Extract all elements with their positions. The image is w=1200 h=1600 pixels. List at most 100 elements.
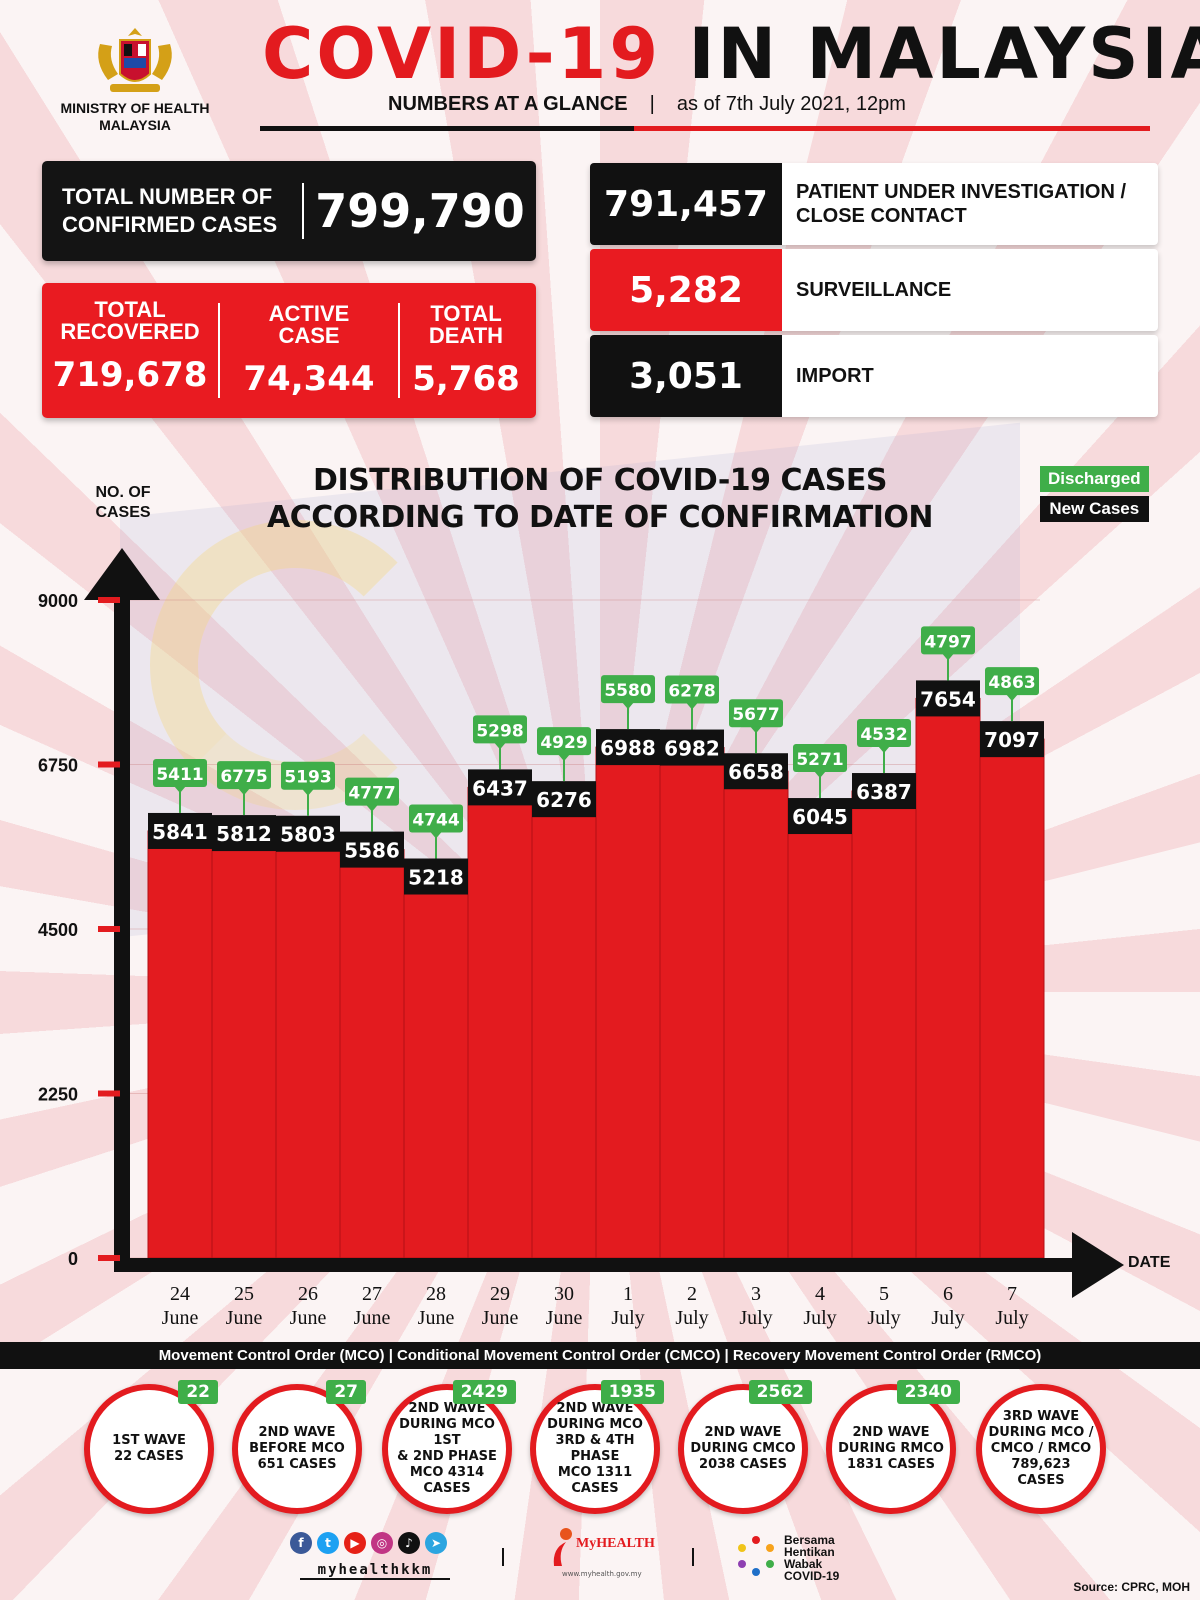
new-cases-label-box bbox=[212, 815, 276, 852]
wave-text: 2ND WAVE DURING MCO 1ST & 2ND PHASE MCO … bbox=[397, 1401, 497, 1496]
wave-circles: 1ST WAVE 22 CASES 22 2ND WAVE BEFORE MCO 6… bbox=[0, 1378, 1200, 1514]
subtitle-date: as of 7th July 2021, 12pm bbox=[676, 93, 906, 115]
discharged-label: 4777 bbox=[348, 784, 395, 804]
discharged-label-box bbox=[921, 626, 975, 655]
tiktok-icon[interactable]: ♪ bbox=[398, 1532, 420, 1554]
malaysia-coat-of-arms-icon bbox=[98, 28, 172, 92]
category-value: 5,282 bbox=[590, 249, 782, 331]
discharged-label-box bbox=[601, 675, 655, 704]
bar bbox=[595, 746, 661, 1259]
recovered-label: TOTAL RECOVERED bbox=[60, 297, 200, 344]
new-cases-label-box bbox=[852, 773, 916, 810]
discharged-label-pointer bbox=[366, 804, 378, 812]
new-cases-label-box bbox=[340, 831, 404, 868]
new-cases-label: 5586 bbox=[344, 839, 400, 863]
discharged-label: 4929 bbox=[540, 733, 587, 753]
wave-badge: 27 bbox=[326, 1380, 366, 1404]
new-cases-label: 6658 bbox=[728, 760, 784, 784]
discharged-label-pointer bbox=[878, 746, 890, 754]
discharged-label-pointer bbox=[686, 702, 698, 710]
y-tick-label: 9000 bbox=[38, 591, 78, 611]
bar bbox=[787, 815, 853, 1259]
myhealth-logo: MyHEALTH www.myhealth.gov.my bbox=[548, 1526, 655, 1586]
wave-circle: 2ND WAVE DURING MCO 3RD & 4TH PHASE MCO … bbox=[530, 1380, 664, 1514]
x-tick-day: 2 bbox=[687, 1283, 697, 1305]
discharged-label: 6278 bbox=[668, 682, 715, 702]
x-tick-month: June bbox=[418, 1307, 455, 1329]
new-cases-label: 7654 bbox=[920, 687, 976, 711]
x-tick-day: 26 bbox=[298, 1283, 318, 1305]
bar bbox=[979, 738, 1045, 1259]
social-icons: f t ▶ ◎ ♪ ➤ bbox=[290, 1532, 447, 1554]
discharged-label-pointer bbox=[494, 742, 506, 750]
category-label: IMPORT bbox=[796, 365, 874, 387]
wave-badge: 2429 bbox=[452, 1380, 516, 1404]
mco-band: Movement Control Order (MCO) | Condition… bbox=[0, 1342, 1200, 1369]
recovered-value: 719,678 bbox=[52, 355, 208, 395]
discharged-label: 5193 bbox=[284, 768, 331, 788]
wave-text: 3RD WAVE DURING MCO / CMCO / RMCO 789,62… bbox=[988, 1409, 1094, 1488]
wave-text: 2ND WAVE DURING CMCO 2038 CASES bbox=[690, 1425, 796, 1472]
discharged-label-box bbox=[409, 804, 463, 833]
youtube-icon[interactable]: ▶ bbox=[344, 1532, 366, 1554]
x-tick-month: June bbox=[354, 1307, 391, 1329]
social-handle: myhealthkkm bbox=[300, 1562, 450, 1580]
wave-badge: 2562 bbox=[748, 1380, 812, 1404]
discharged-label: 5580 bbox=[604, 681, 651, 701]
new-cases-label: 6045 bbox=[792, 805, 848, 829]
new-cases-label: 5812 bbox=[216, 822, 272, 846]
bar bbox=[467, 786, 533, 1259]
legend-discharged: Discharged bbox=[1040, 466, 1149, 492]
death-label: TOTAL DEATH bbox=[428, 301, 504, 348]
bar bbox=[851, 790, 917, 1259]
bar bbox=[659, 747, 725, 1259]
discharged-label: 5677 bbox=[732, 705, 779, 725]
footer-divider bbox=[692, 1548, 694, 1566]
y-tick-mark bbox=[98, 1255, 120, 1261]
category-value: 791,457 bbox=[590, 163, 782, 245]
wave-badge: 1935 bbox=[600, 1380, 664, 1404]
discharged-label-box bbox=[281, 761, 335, 790]
ministry-label: MINISTRY OF HEALTH MALAYSIA bbox=[60, 100, 210, 133]
header-rule bbox=[260, 126, 1150, 131]
confirmed-label: TOTAL NUMBER OF CONFIRMED CASES bbox=[42, 183, 304, 239]
discharged-label-pointer bbox=[430, 831, 442, 839]
category-row-surveillance: 5,282 SURVEILLANCE bbox=[590, 249, 1158, 331]
new-cases-label: 7097 bbox=[984, 728, 1040, 752]
discharged-label-pointer bbox=[302, 788, 314, 796]
bar-chart: 0 2250 4500 6750 9000 5841 5411 5812 6775 5803 519… bbox=[38, 548, 1124, 1329]
x-tick-month: July bbox=[675, 1307, 708, 1329]
bar bbox=[723, 770, 789, 1259]
discharged-label-box bbox=[345, 777, 399, 806]
x-tick-day: 28 bbox=[426, 1283, 446, 1305]
outcome-box: TOTAL RECOVERED 719,678 ACTIVE CASE 74,3… bbox=[42, 283, 536, 418]
x-tick-day: 7 bbox=[1007, 1283, 1017, 1305]
new-cases-label: 5218 bbox=[408, 866, 464, 890]
subtitle-separator: | bbox=[649, 93, 655, 115]
facebook-icon[interactable]: f bbox=[290, 1532, 312, 1554]
x-tick-day: 6 bbox=[943, 1283, 953, 1305]
death-value: 5,768 bbox=[412, 359, 520, 399]
bersama-text: Bersama Hentikan Wabak COVID-19 bbox=[784, 1533, 840, 1583]
y-tick-label: 0 bbox=[68, 1249, 78, 1269]
instagram-icon[interactable]: ◎ bbox=[371, 1532, 393, 1554]
wave-circle: 2ND WAVE DURING RMCO 1831 CASES 2340 bbox=[826, 1380, 960, 1514]
discharged-label-box bbox=[665, 675, 719, 704]
twitter-icon[interactable]: t bbox=[317, 1532, 339, 1554]
x-axis-arrow bbox=[1072, 1232, 1124, 1298]
wave-text: 1ST WAVE 22 CASES bbox=[112, 1433, 186, 1464]
bar bbox=[531, 798, 597, 1259]
discharged-label: 4532 bbox=[860, 725, 907, 745]
discharged-label: 4863 bbox=[988, 673, 1035, 693]
wave-text: 2ND WAVE BEFORE MCO 651 CASES bbox=[249, 1425, 345, 1472]
myhealth-figure-icon bbox=[553, 1528, 572, 1566]
discharged-label-box bbox=[473, 715, 527, 744]
death-cell: TOTAL DEATH 5,768 bbox=[398, 301, 532, 399]
y-tick-label: 2250 bbox=[38, 1085, 78, 1105]
discharged-label-pointer bbox=[238, 788, 250, 796]
footer: f t ▶ ◎ ♪ ➤ myhealthkkm MyHEALTH www.myh… bbox=[0, 1518, 1200, 1600]
x-axis-label: DATE bbox=[1128, 1254, 1171, 1271]
telegram-icon[interactable]: ➤ bbox=[425, 1532, 447, 1554]
chart-title: DISTRIBUTION OF COVID-19 CASES ACCORDING… bbox=[267, 463, 934, 535]
discharged-label-pointer bbox=[814, 771, 826, 779]
